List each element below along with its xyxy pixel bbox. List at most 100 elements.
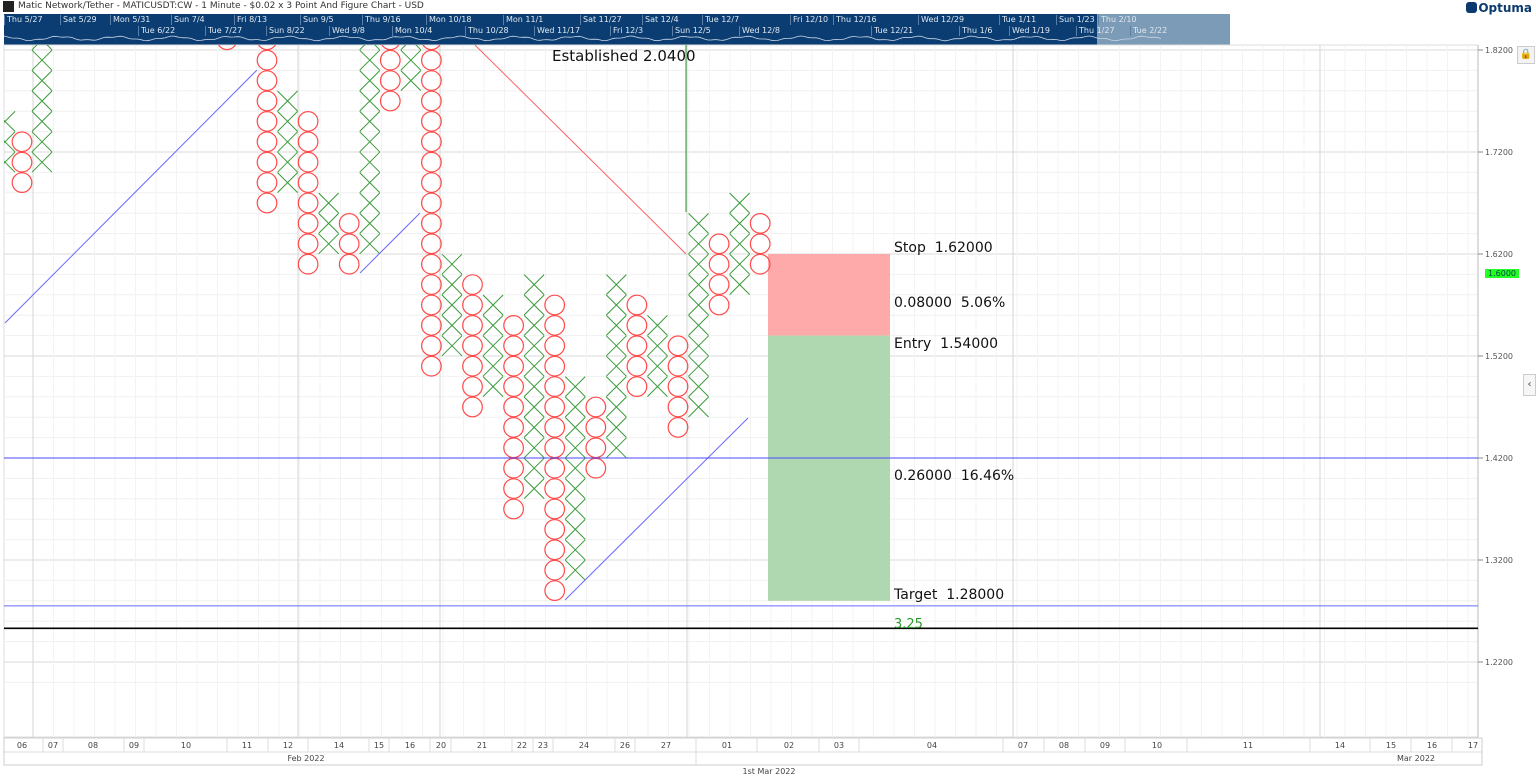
x-box bbox=[564, 457, 586, 479]
o-box bbox=[708, 294, 730, 316]
o-box bbox=[421, 110, 442, 132]
o-box bbox=[503, 417, 524, 438]
x-box bbox=[400, 49, 422, 71]
x-box bbox=[360, 9, 380, 29]
o-box bbox=[421, 131, 442, 153]
x-box bbox=[605, 355, 627, 377]
navigator-date-label: Thu 12/16 bbox=[833, 15, 877, 25]
day-label: 27 bbox=[660, 741, 672, 750]
day-label: 12 bbox=[282, 741, 294, 750]
logo-mark-icon bbox=[1466, 2, 1478, 13]
lock-icon[interactable]: 🔒 bbox=[1517, 46, 1535, 64]
pnf-column-x bbox=[441, 253, 463, 357]
pnf-column-x bbox=[318, 192, 340, 255]
navigator-date-label: Sun 9/5 bbox=[300, 15, 334, 25]
o-box bbox=[544, 355, 566, 377]
o-box bbox=[421, 192, 442, 214]
x-box bbox=[441, 253, 463, 275]
x-box bbox=[277, 111, 298, 132]
day-label: 16 bbox=[1426, 741, 1438, 750]
day-label: 03 bbox=[833, 741, 845, 750]
navigator-date-label: Thu 10/28 bbox=[465, 26, 509, 36]
o-box bbox=[749, 212, 771, 234]
navigator-date-label: Wed 9/8 bbox=[329, 26, 365, 36]
o-box bbox=[421, 70, 442, 91]
o-box bbox=[338, 212, 360, 234]
o-box bbox=[462, 274, 483, 296]
o-box bbox=[421, 335, 442, 357]
o-box bbox=[256, 90, 278, 112]
day-label: 15 bbox=[1385, 741, 1397, 750]
x-box bbox=[523, 274, 545, 295]
o-box bbox=[297, 253, 319, 275]
o-box bbox=[256, 70, 278, 91]
navigator-date-label: Wed 12/8 bbox=[739, 26, 780, 36]
x-box bbox=[441, 274, 463, 295]
day-label: 22 bbox=[516, 741, 528, 750]
o-box bbox=[544, 539, 566, 561]
day-label: 08 bbox=[1058, 741, 1070, 750]
o-box bbox=[503, 315, 524, 336]
x-box bbox=[647, 335, 668, 357]
o-box bbox=[462, 355, 483, 377]
pnf-columns bbox=[4, 0, 1478, 630]
x-box bbox=[647, 376, 668, 397]
x-box bbox=[523, 335, 545, 357]
o-box bbox=[379, 70, 401, 91]
x-box bbox=[605, 437, 627, 459]
x-box bbox=[688, 253, 709, 275]
o-box bbox=[256, 151, 278, 173]
pnf-column-o bbox=[379, 45, 401, 112]
x-box bbox=[564, 559, 586, 581]
trend-line bbox=[564, 417, 749, 601]
navigator-price-trace bbox=[4, 35, 1162, 42]
x-box bbox=[564, 417, 586, 438]
x-box bbox=[359, 151, 381, 173]
stop-zone bbox=[768, 254, 890, 336]
navigator-bar[interactable]: Thu 5/27 Sat 5/29 Mon 5/31 Tue 6/22 Sun 7/4 T… bbox=[4, 14, 1230, 45]
pnf-column-o bbox=[297, 110, 319, 275]
x-box bbox=[359, 192, 381, 214]
x-box bbox=[318, 213, 340, 234]
target-zone bbox=[768, 335, 890, 601]
chevron-left-icon[interactable]: ‹ bbox=[1523, 374, 1536, 396]
o-box bbox=[626, 355, 648, 377]
x-box bbox=[277, 90, 298, 112]
o-box bbox=[422, 10, 442, 30]
day-label: 09 bbox=[1099, 741, 1111, 750]
o-box bbox=[422, 45, 441, 51]
x-box bbox=[729, 192, 751, 214]
x-box bbox=[605, 274, 627, 295]
o-box bbox=[421, 355, 442, 377]
o-box bbox=[338, 253, 360, 275]
o-box bbox=[217, 45, 237, 51]
pnf-column-x bbox=[647, 315, 668, 397]
y-tick-label: 1.7200 bbox=[1485, 148, 1513, 157]
navigator-date-label: Mon 5/31 bbox=[110, 15, 150, 25]
x-box bbox=[688, 315, 709, 336]
o-box bbox=[667, 335, 689, 357]
x-box bbox=[482, 376, 504, 397]
x-box bbox=[318, 192, 340, 214]
x-box bbox=[523, 437, 545, 459]
x-box bbox=[359, 45, 381, 51]
o-box bbox=[11, 131, 33, 153]
o-box bbox=[297, 131, 319, 153]
x-box bbox=[359, 213, 381, 234]
pnf-column-o bbox=[462, 274, 483, 418]
o-box bbox=[217, 0, 237, 9]
x-box bbox=[523, 376, 545, 397]
pnf-column-x bbox=[4, 111, 16, 173]
navigator-date-label: Tue 1/11 bbox=[999, 15, 1036, 25]
x-box bbox=[31, 131, 53, 153]
o-box bbox=[462, 396, 483, 418]
o-box bbox=[379, 90, 401, 112]
pnf-column-x bbox=[359, 9, 381, 255]
o-box bbox=[256, 110, 278, 132]
navigator-date-label: Fri 8/13 bbox=[234, 15, 267, 25]
o-box bbox=[503, 376, 524, 398]
x-box bbox=[688, 213, 709, 234]
o-box bbox=[257, 10, 277, 30]
o-box bbox=[708, 274, 730, 296]
o-box bbox=[544, 417, 566, 438]
